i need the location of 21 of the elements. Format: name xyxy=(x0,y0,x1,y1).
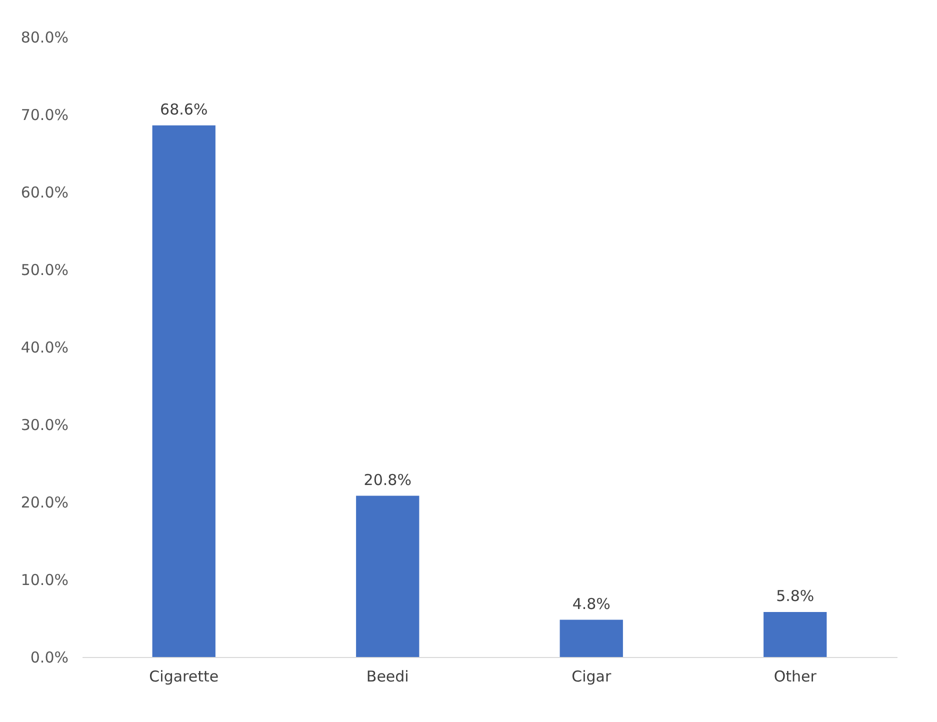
y-tick-label: 50.0% xyxy=(20,261,68,279)
bar xyxy=(356,496,420,657)
x-tick-label: Cigarette xyxy=(149,668,219,686)
y-tick-label: 10.0% xyxy=(20,571,68,589)
bar xyxy=(764,612,827,657)
y-tick-label: 60.0% xyxy=(20,184,68,202)
x-tick-label: Other xyxy=(774,668,818,686)
y-tick-label: 0.0% xyxy=(30,648,68,666)
data-label: 20.8% xyxy=(364,470,412,489)
data-label: 68.6% xyxy=(160,100,208,118)
x-tick-label: Cigar xyxy=(572,668,612,686)
data-label: 5.8% xyxy=(776,587,814,606)
y-tick-label: 20.0% xyxy=(20,494,68,512)
data-label: 4.8% xyxy=(572,594,610,613)
y-tick-label: 80.0% xyxy=(20,28,68,46)
y-tick-label: 40.0% xyxy=(20,338,68,356)
bar xyxy=(152,125,216,657)
y-tick-label: 70.0% xyxy=(20,106,68,124)
bar xyxy=(560,620,623,657)
x-tick-label: Beedi xyxy=(366,668,409,686)
y-tick-label: 30.0% xyxy=(20,416,68,434)
